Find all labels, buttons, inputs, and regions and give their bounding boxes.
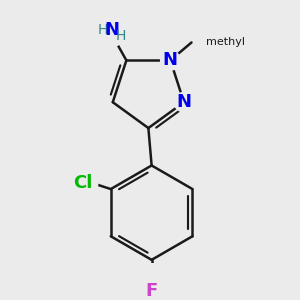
Circle shape bbox=[68, 169, 98, 198]
Text: Cl: Cl bbox=[74, 174, 93, 192]
Circle shape bbox=[160, 51, 180, 70]
Text: methyl: methyl bbox=[206, 38, 245, 47]
Text: F: F bbox=[146, 282, 158, 300]
Circle shape bbox=[174, 92, 194, 112]
Text: N: N bbox=[176, 93, 191, 111]
Text: H: H bbox=[98, 23, 108, 38]
Circle shape bbox=[99, 22, 124, 47]
Text: N: N bbox=[163, 51, 178, 69]
Circle shape bbox=[143, 283, 160, 299]
Text: H: H bbox=[116, 29, 126, 43]
Text: N: N bbox=[104, 21, 119, 39]
